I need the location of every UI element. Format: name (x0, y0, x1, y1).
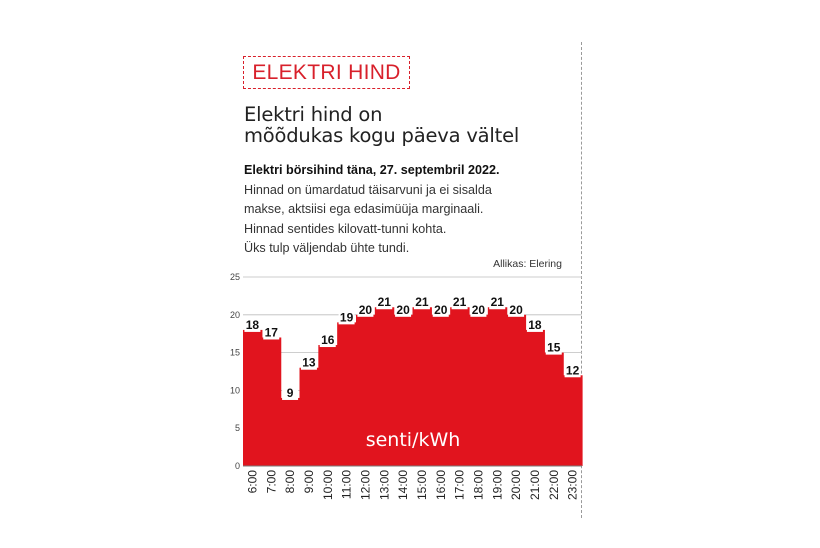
bar (412, 307, 432, 466)
y-tick-label: 25 (230, 272, 240, 282)
data-label-box (432, 302, 449, 317)
data-label: 21 (378, 295, 392, 309)
data-label-box (413, 295, 430, 310)
x-tick-label: 21:00 (528, 470, 542, 500)
unit-label: senti/kWh (366, 429, 461, 451)
data-label: 20 (472, 303, 486, 317)
data-label-box (376, 295, 393, 310)
data-label-box (244, 317, 261, 332)
bar (243, 329, 263, 466)
description-line: Hinnad sentides kilovatt-tunni kohta. (244, 221, 447, 236)
bar (563, 375, 583, 466)
x-tick-label: 13:00 (377, 470, 391, 500)
bar (337, 322, 357, 466)
bar (450, 307, 470, 466)
data-label-box (263, 325, 280, 340)
x-tick-label: 17:00 (453, 470, 467, 500)
data-label: 17 (265, 325, 279, 339)
y-tick-label: 0 (235, 461, 240, 471)
x-tick-label: 14:00 (396, 470, 410, 500)
y-tick-label: 15 (230, 348, 240, 358)
bar (356, 314, 376, 466)
data-label-box (545, 340, 562, 355)
x-tick-label: 15:00 (415, 470, 429, 500)
bar (299, 367, 319, 466)
bar (431, 314, 451, 466)
x-tick-label: 19:00 (490, 470, 504, 500)
y-tick-label: 5 (235, 423, 240, 433)
data-label: 20 (509, 303, 523, 317)
data-label-box (564, 363, 581, 378)
data-label: 9 (287, 386, 294, 400)
x-tick-label: 7:00 (264, 470, 278, 494)
data-label-box (319, 333, 336, 348)
data-label-box (300, 355, 317, 370)
data-label-box (451, 295, 468, 310)
data-label: 21 (415, 295, 429, 309)
bar (487, 307, 508, 466)
y-tick-label: 10 (230, 385, 240, 395)
headline-line-2: mõõdukas kogu päeva vältel (244, 124, 520, 147)
x-tick-label: 16:00 (434, 470, 448, 500)
bar (393, 314, 414, 466)
x-tick-label: 22:00 (547, 470, 561, 500)
data-label-box (338, 310, 355, 325)
description-line: Üks tulp väljendab ühte tundi. (244, 241, 410, 255)
x-tick-label: 6:00 (245, 470, 259, 494)
data-label: 18 (246, 318, 260, 332)
kicker-label: ELEKTRI HIND (243, 56, 410, 89)
description-line: makse, aktsiisi ega edasimüüja marginaal… (244, 202, 484, 216)
description-lead: Elektri börsihind täna, 27. septembril 2… (244, 163, 500, 177)
x-tick-label: 8:00 (283, 470, 297, 494)
y-tick-label: 20 (230, 310, 240, 320)
data-label: 20 (434, 303, 448, 317)
data-label-box (282, 385, 299, 400)
x-tick-label: 18:00 (471, 470, 485, 500)
data-label: 19 (340, 310, 354, 324)
x-tick-label: 12:00 (358, 470, 372, 500)
data-label: 18 (528, 318, 542, 332)
data-label: 20 (396, 303, 410, 317)
x-tick-label: 9:00 (302, 470, 316, 494)
bar (544, 352, 564, 466)
x-tick-label: 10:00 (321, 470, 335, 500)
x-tick-label: 11:00 (340, 470, 354, 499)
data-label: 12 (566, 363, 580, 377)
data-label: 15 (547, 341, 561, 355)
column-divider (581, 42, 582, 518)
bar (261, 337, 282, 466)
data-label-box (470, 302, 487, 317)
bar (506, 314, 527, 466)
data-label: 21 (453, 295, 467, 309)
source-note: Allikas: Elering (493, 258, 562, 270)
data-label: 13 (302, 356, 316, 370)
description: Elektri börsihind täna, 27. septembril 2… (244, 161, 574, 259)
data-label: 16 (321, 333, 335, 347)
data-label-box (357, 302, 374, 317)
data-label-box (526, 317, 543, 332)
bar (374, 307, 395, 466)
headline-line-1: Elektri hind on (244, 103, 383, 126)
headline: Elektri hind on mõõdukas kogu päeva vält… (244, 104, 574, 146)
data-label: 20 (359, 303, 373, 317)
data-label-box (489, 295, 506, 310)
data-label-box (508, 302, 525, 317)
data-label: 21 (491, 295, 505, 309)
x-tick-label: 23:00 (566, 470, 580, 500)
data-label-box (395, 302, 412, 317)
bar (469, 314, 489, 466)
bar (280, 397, 301, 466)
bar (318, 345, 338, 466)
description-line: Hinnad on ümardatud täisarvuni ja ei sis… (244, 182, 492, 197)
bar (525, 329, 545, 466)
x-tick-label: 20:00 (509, 470, 523, 500)
